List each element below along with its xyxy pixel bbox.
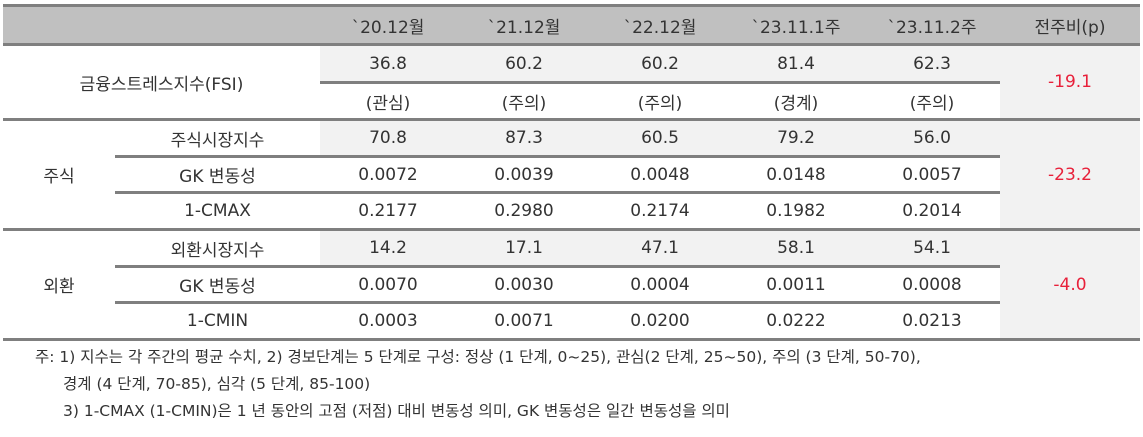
- col-header-2212: `22.12월: [623, 17, 697, 38]
- stock-rule-2: [115, 191, 1000, 194]
- fx-cmin-2212: 0.0200: [630, 311, 690, 331]
- stock-index-2311w1: 79.2: [777, 128, 815, 148]
- stock-row-label: GK 변동성: [179, 167, 256, 187]
- fx-change: -4.0: [1000, 231, 1140, 338]
- stock-index-2012: 70.8: [369, 128, 407, 148]
- stock-row-label: 주식시장지수: [170, 130, 265, 151]
- stock-cmax-2311w1: 0.1982: [766, 201, 826, 221]
- fsi-value-2311w1: 81.4: [777, 53, 815, 74]
- stock-change: -23.2: [1000, 121, 1140, 228]
- stock-gk-2112: 0.0039: [494, 164, 554, 185]
- stock-cmax-2112: 0.2980: [494, 201, 554, 221]
- fsi-change: -19.1: [1000, 46, 1140, 118]
- header-bottom-rule: [3, 43, 1140, 46]
- fx-cmin-2112: 0.0071: [494, 311, 554, 331]
- fsi-label: 금융스트레스지수(FSI): [79, 74, 244, 95]
- col-header-2012: `20.12월: [351, 17, 425, 38]
- fx-gk-2212: 0.0004: [630, 274, 690, 295]
- fsi-value-row-bg: [320, 46, 1000, 81]
- fx-rule-1: [115, 265, 1000, 268]
- header-row: [3, 7, 1140, 43]
- stock-gk-2212: 0.0048: [630, 164, 690, 185]
- stock-cmax-2212: 0.2174: [630, 201, 690, 221]
- footnote-line-2: 경계 (4 단계, 70-85), 심각 (5 단계, 85-100): [63, 375, 371, 393]
- fx-index-2311w1: 58.1: [777, 238, 815, 258]
- table-top-rule: [3, 4, 1140, 7]
- stock-gk-2311w1: 0.0148: [766, 164, 826, 185]
- col-header-change: 전주비(p): [1034, 17, 1106, 38]
- stock-bottom-rule: [3, 228, 1140, 231]
- fsi-value-2311w2: 62.3: [913, 53, 951, 74]
- fsi-stage-2212: (주의): [637, 93, 683, 114]
- stock-gk-2311w2: 0.0057: [902, 164, 962, 185]
- stock-cmax-2012: 0.2177: [358, 201, 418, 221]
- fx-index-2012: 14.2: [369, 238, 407, 258]
- col-header-2311w2: `23.11.2주: [887, 17, 977, 38]
- stock-rule-1: [115, 155, 1000, 158]
- fsi-value-2112: 60.2: [505, 53, 543, 74]
- fx-gk-2311w2: 0.0008: [902, 274, 962, 295]
- fx-cmin-2311w2: 0.0213: [902, 311, 962, 331]
- fx-row-label: 외환시장지수: [170, 240, 265, 261]
- footnote-line-3: 3) 1-CMAX (1-CMIN)은 1 년 동안의 고점 (저점) 대비 변…: [63, 402, 730, 420]
- fx-gk-2112: 0.0030: [494, 274, 554, 295]
- stock-cmax-2311w2: 0.2014: [902, 201, 962, 221]
- fsi-value-2012: 36.8: [369, 53, 407, 74]
- stock-row-label: 1-CMAX: [184, 201, 251, 221]
- stock-index-2212: 60.5: [641, 128, 679, 148]
- fsi-stage-2311w1: (경계): [773, 93, 819, 114]
- stock-group-label: 주식: [43, 167, 75, 187]
- fx-index-2311w2: 54.1: [913, 238, 951, 258]
- fx-group-label: 외환: [43, 277, 75, 297]
- fsi-bottom-rule: [3, 118, 1140, 121]
- fsi-stage-2112: (주의): [501, 93, 547, 114]
- col-header-2311w1: `23.11.1주: [751, 17, 841, 38]
- fx-index-2112: 17.1: [505, 238, 543, 258]
- col-header-2112: `21.12월: [487, 17, 561, 38]
- fx-row-label: GK 변동성: [179, 277, 256, 297]
- fx-gk-2012: 0.0070: [358, 274, 418, 295]
- stock-index-row-bg: [320, 121, 1000, 155]
- fx-cmin-2311w1: 0.0222: [766, 311, 826, 331]
- fx-index-2212: 47.1: [641, 238, 679, 258]
- fx-gk-2311w1: 0.0011: [766, 274, 826, 295]
- fx-cmin-2012: 0.0003: [358, 311, 418, 331]
- fx-rule-2: [115, 301, 1000, 304]
- fx-row-label: 1-CMIN: [186, 311, 249, 331]
- fsi-stage-2311w2: (주의): [909, 93, 955, 114]
- fsi-inner-rule: [320, 81, 1000, 84]
- fx-index-row-bg: [320, 231, 1000, 265]
- stock-index-2112: 87.3: [505, 128, 543, 148]
- fsi-value-2212: 60.2: [641, 53, 679, 74]
- footnotes: 주: 1) 지수는 각 주간의 평균 수치, 2) 경보단계는 5 단계로 구성…: [35, 344, 921, 425]
- fsi-stage-2012: (관심): [365, 93, 411, 114]
- stock-gk-2012: 0.0072: [358, 164, 418, 185]
- footnote-line-1: 주: 1) 지수는 각 주간의 평균 수치, 2) 경보단계는 5 단계로 구성…: [35, 348, 921, 366]
- stock-index-2311w2: 56.0: [913, 128, 951, 148]
- table-bottom-rule: [3, 338, 1140, 341]
